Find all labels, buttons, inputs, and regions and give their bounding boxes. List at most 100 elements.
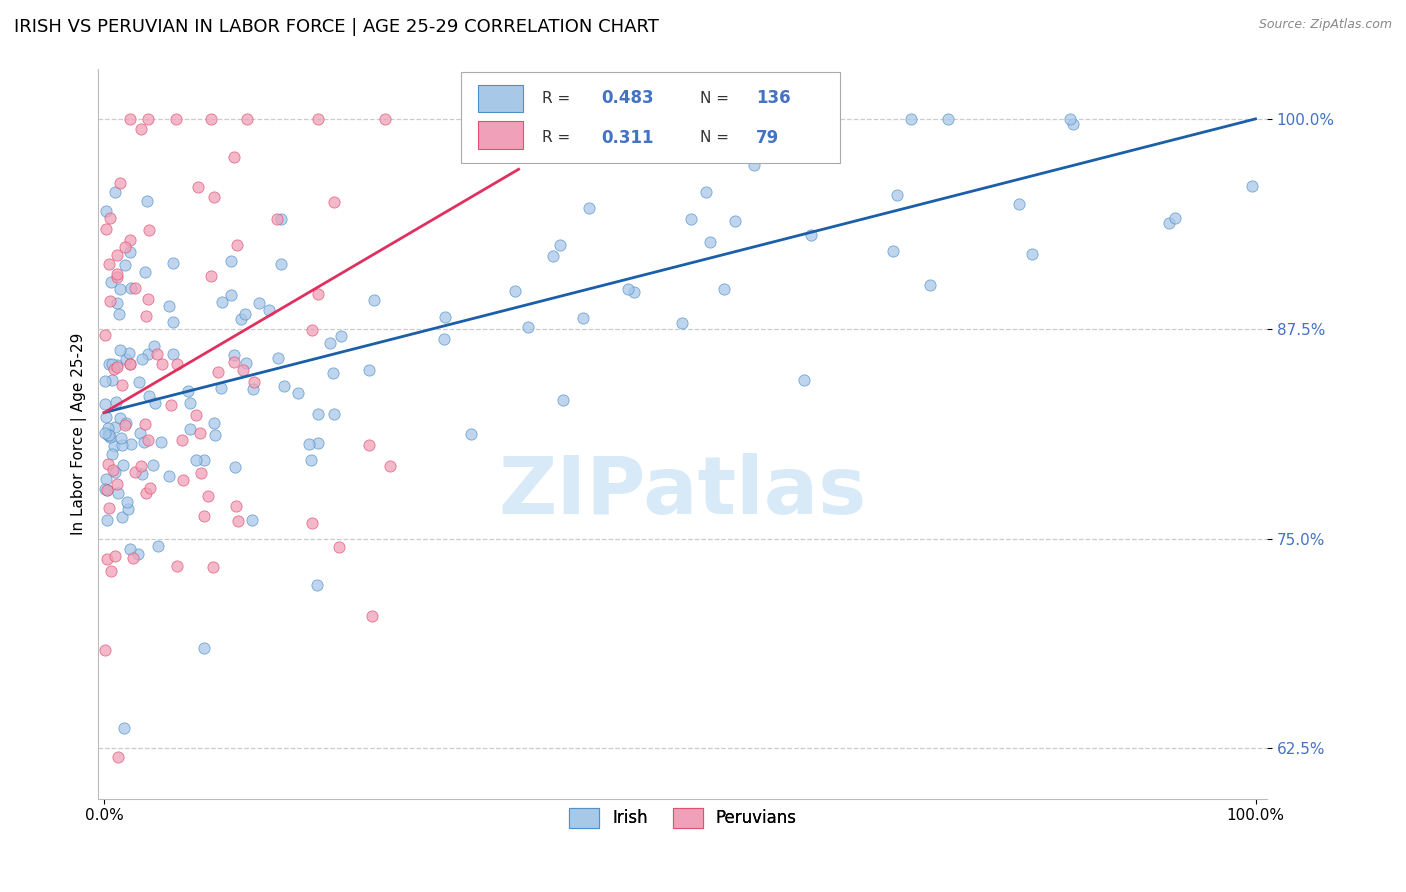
Point <box>105 476 128 491</box>
Text: N =: N = <box>700 91 730 106</box>
Point <box>136 433 159 447</box>
Point <box>200 268 222 283</box>
Point <box>240 513 263 527</box>
Point <box>222 348 245 362</box>
Point <box>98 428 121 442</box>
Point <box>695 185 717 199</box>
Point <box>179 395 201 409</box>
Point <box>319 336 342 351</box>
Point <box>136 194 159 208</box>
Point <box>204 428 226 442</box>
Point <box>179 422 201 436</box>
Point <box>120 357 142 371</box>
Point <box>162 347 184 361</box>
Point <box>433 332 456 346</box>
Point <box>117 502 139 516</box>
Point <box>193 453 215 467</box>
Point <box>127 547 149 561</box>
Point <box>114 258 136 272</box>
Point <box>548 237 571 252</box>
Point <box>148 539 170 553</box>
Point <box>105 395 128 409</box>
Point <box>104 420 127 434</box>
Point <box>724 214 747 228</box>
Point <box>617 282 640 296</box>
Point <box>307 407 329 421</box>
Point <box>242 382 264 396</box>
Point <box>105 296 128 310</box>
Point <box>108 282 131 296</box>
Point <box>149 435 172 450</box>
Point <box>114 417 136 431</box>
Point <box>233 307 256 321</box>
Point <box>307 578 329 592</box>
Point <box>177 384 200 398</box>
Point <box>136 112 159 126</box>
Point <box>882 244 904 259</box>
Point <box>111 458 134 472</box>
Point <box>110 411 132 425</box>
Point <box>159 398 181 412</box>
Point <box>104 549 127 564</box>
Point <box>118 357 141 371</box>
Text: ZIPatlas: ZIPatlas <box>499 453 868 531</box>
Point <box>97 257 120 271</box>
Text: 0.311: 0.311 <box>600 128 654 147</box>
Point <box>111 377 134 392</box>
Point <box>242 375 264 389</box>
Point <box>211 295 233 310</box>
Point <box>517 319 540 334</box>
Point <box>886 187 908 202</box>
Point <box>96 483 118 497</box>
FancyBboxPatch shape <box>461 72 841 163</box>
Point <box>111 510 134 524</box>
Point <box>120 281 142 295</box>
Point <box>157 298 180 312</box>
Point <box>105 248 128 262</box>
Point <box>322 407 344 421</box>
Point <box>131 458 153 473</box>
Text: R =: R = <box>543 130 571 145</box>
Point <box>578 201 600 215</box>
Point <box>103 361 125 376</box>
Point <box>142 339 165 353</box>
Point <box>299 453 322 467</box>
Point <box>273 379 295 393</box>
Point <box>135 486 157 500</box>
Point <box>1059 112 1081 126</box>
Point <box>184 409 207 423</box>
Text: R =: R = <box>543 91 571 106</box>
Point <box>101 373 124 387</box>
Point <box>681 212 703 227</box>
Point <box>132 435 155 450</box>
Point <box>359 363 381 377</box>
Point <box>363 293 385 307</box>
Point <box>307 287 329 301</box>
Point <box>671 316 693 330</box>
Point <box>172 433 194 447</box>
Point <box>124 281 146 295</box>
Point <box>142 458 165 472</box>
Point <box>162 256 184 270</box>
Point <box>378 458 401 473</box>
Point <box>219 288 242 302</box>
Point <box>187 180 209 194</box>
Point <box>236 112 259 126</box>
Point <box>120 112 142 126</box>
Point <box>1008 197 1031 211</box>
Point <box>323 195 346 210</box>
Legend: Irish, Peruvians: Irish, Peruvians <box>562 802 803 834</box>
Point <box>129 122 152 136</box>
Point <box>247 295 270 310</box>
Point <box>94 643 117 657</box>
Point <box>134 264 156 278</box>
Point <box>793 373 815 387</box>
Point <box>96 513 118 527</box>
Point <box>541 249 564 263</box>
Point <box>1062 117 1084 131</box>
Point <box>207 365 229 379</box>
Point <box>117 495 139 509</box>
Point <box>108 307 131 321</box>
Point <box>209 381 232 395</box>
Point <box>226 515 249 529</box>
